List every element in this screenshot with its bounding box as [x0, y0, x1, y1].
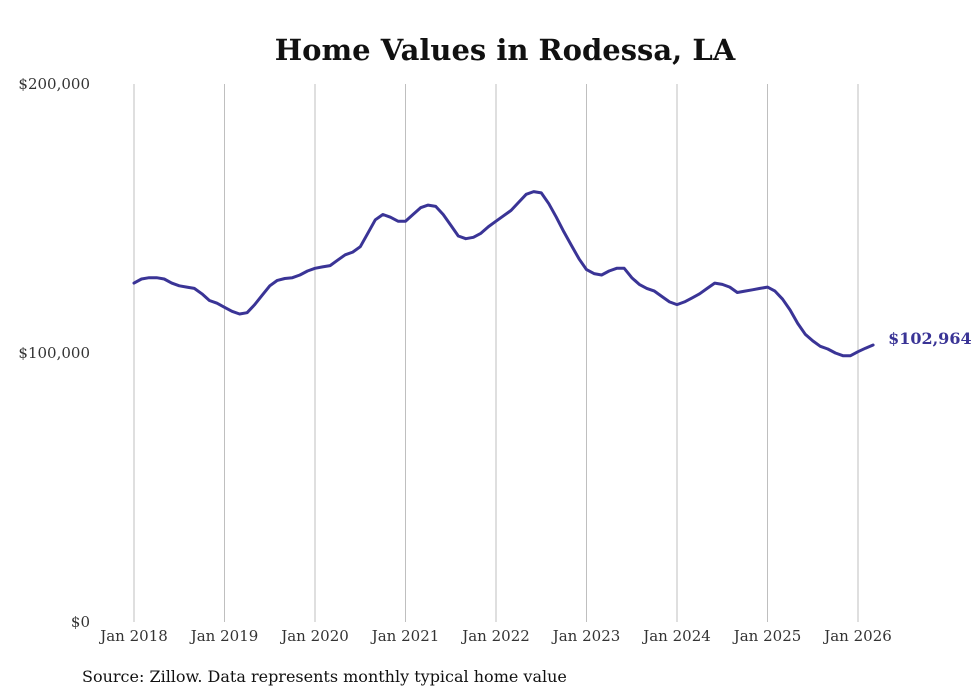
x-tick-label: Jan 2020: [279, 627, 349, 645]
x-axis-ticks: Jan 2018 Jan 2019 Jan 2020 Jan 2021 Jan 2022…: [98, 627, 892, 645]
end-value-label: $102,964: [888, 329, 972, 348]
x-tick-label: Jan 2024: [641, 627, 711, 645]
gridlines: [133, 84, 859, 622]
source-note: Source: Zillow. Data represents monthly …: [82, 667, 567, 686]
y-axis-ticks: $0 $100,000 $200,000: [18, 75, 90, 631]
x-tick-label: Jan 2025: [732, 627, 802, 645]
home-value-line: [132, 190, 875, 358]
x-tick-label: Jan 2019: [189, 627, 259, 645]
y-tick-label: $0: [71, 613, 90, 631]
y-tick-label: $100,000: [18, 344, 90, 362]
y-tick-label: $200,000: [18, 75, 90, 93]
chart-title: Home Values in Rodessa, LA: [275, 33, 736, 67]
x-tick-label: Jan 2018: [98, 627, 168, 645]
x-tick-label: Jan 2023: [551, 627, 621, 645]
x-tick-label: Jan 2022: [460, 627, 530, 645]
x-tick-label: Jan 2021: [370, 627, 440, 645]
x-tick-label: Jan 2026: [822, 627, 892, 645]
